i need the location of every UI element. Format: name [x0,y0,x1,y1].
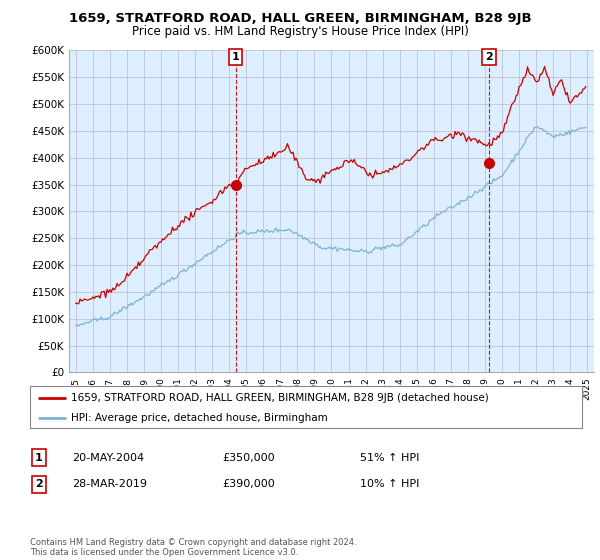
Text: Contains HM Land Registry data © Crown copyright and database right 2024.
This d: Contains HM Land Registry data © Crown c… [30,538,356,557]
Text: 20-MAY-2004: 20-MAY-2004 [72,452,144,463]
Text: Price paid vs. HM Land Registry's House Price Index (HPI): Price paid vs. HM Land Registry's House … [131,25,469,38]
Text: 1659, STRATFORD ROAD, HALL GREEN, BIRMINGHAM, B28 9JB (detached house): 1659, STRATFORD ROAD, HALL GREEN, BIRMIN… [71,393,489,403]
Text: 2: 2 [485,52,493,62]
Text: HPI: Average price, detached house, Birmingham: HPI: Average price, detached house, Birm… [71,413,328,423]
Text: £390,000: £390,000 [222,479,275,489]
Text: 1: 1 [232,52,239,62]
Text: 10% ↑ HPI: 10% ↑ HPI [360,479,419,489]
Text: 2: 2 [35,479,43,489]
Text: £350,000: £350,000 [222,452,275,463]
Text: 1659, STRATFORD ROAD, HALL GREEN, BIRMINGHAM, B28 9JB: 1659, STRATFORD ROAD, HALL GREEN, BIRMIN… [68,12,532,25]
Text: 1: 1 [35,452,43,463]
Text: 28-MAR-2019: 28-MAR-2019 [72,479,147,489]
Text: 51% ↑ HPI: 51% ↑ HPI [360,452,419,463]
